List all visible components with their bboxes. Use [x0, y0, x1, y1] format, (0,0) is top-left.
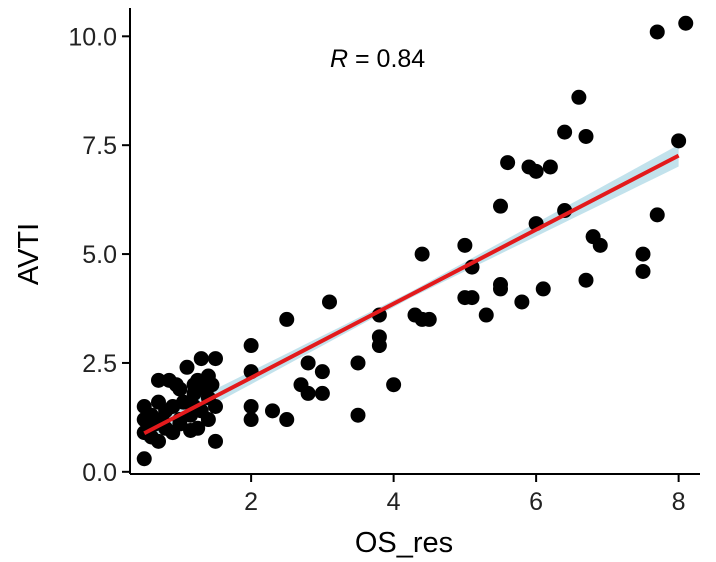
correlation-value: = 0.84: [348, 45, 425, 73]
data-point: [322, 294, 337, 310]
x-axis-ticks: 2 4 6 8: [244, 474, 686, 516]
data-point: [300, 385, 316, 401]
data-point: [314, 364, 330, 380]
points-layer: [136, 15, 694, 467]
data-point: [136, 451, 152, 467]
data-point: [186, 377, 202, 393]
correlation-symbol: R: [330, 45, 348, 73]
data-point: [243, 398, 259, 414]
data-point: [649, 24, 665, 40]
data-point: [635, 246, 651, 262]
y-tick-label: 5.0: [82, 241, 117, 269]
data-point: [493, 277, 508, 293]
y-tick-label: 0.0: [82, 459, 117, 487]
data-point: [514, 294, 530, 310]
data-point: [678, 15, 694, 31]
data-point: [578, 272, 594, 288]
data-point: [183, 422, 199, 438]
data-point: [635, 263, 651, 279]
data-point: [279, 311, 295, 327]
x-tick-label: 4: [387, 488, 401, 516]
correlation-annotation: R = 0.84: [330, 45, 425, 73]
regression-layer: [143, 153, 680, 436]
data-point: [193, 351, 209, 367]
data-point: [414, 246, 430, 262]
data-point: [371, 329, 387, 345]
x-tick-label: 6: [529, 488, 543, 516]
x-tick-label: 8: [672, 488, 686, 516]
data-point: [649, 207, 665, 223]
y-tick-label: 7.5: [82, 132, 117, 160]
data-point: [279, 412, 295, 428]
data-point: [172, 381, 188, 397]
y-tick-label: 2.5: [82, 350, 117, 378]
data-point: [542, 159, 558, 175]
regression-line: [143, 153, 680, 436]
y-tick-label: 10.0: [68, 23, 117, 51]
x-tick-label: 2: [244, 488, 258, 516]
data-point: [421, 311, 437, 327]
data-point: [204, 377, 220, 393]
data-point: [265, 403, 280, 419]
data-point: [151, 372, 166, 388]
data-point: [578, 128, 594, 144]
data-point: [557, 124, 573, 140]
data-point: [350, 407, 366, 423]
data-point: [350, 355, 366, 371]
y-axis-title: AVTI: [13, 223, 45, 285]
y-axis-ticks: 0.0 2.5 5.0 7.5 10.0: [68, 23, 130, 487]
data-point: [314, 385, 330, 401]
data-point: [208, 351, 223, 367]
data-point: [671, 133, 687, 149]
data-point: [500, 155, 516, 171]
data-point: [457, 237, 473, 253]
data-point: [535, 281, 551, 297]
data-point: [200, 412, 216, 428]
data-point: [151, 433, 166, 449]
data-point: [571, 89, 587, 105]
data-point: [243, 338, 259, 354]
data-point: [243, 412, 259, 428]
data-point: [493, 198, 508, 214]
data-point: [592, 237, 608, 253]
data-point: [464, 290, 480, 306]
data-point: [208, 433, 223, 449]
data-point: [179, 359, 195, 375]
data-point: [208, 398, 223, 414]
data-point: [386, 377, 402, 393]
data-point: [300, 355, 316, 371]
data-point: [478, 307, 494, 323]
data-point: [528, 163, 544, 179]
x-axis-title: OS_res: [355, 527, 453, 559]
